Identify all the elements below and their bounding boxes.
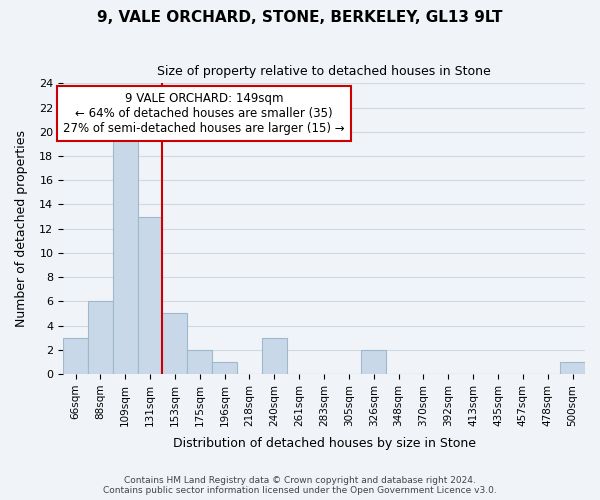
Y-axis label: Number of detached properties: Number of detached properties xyxy=(15,130,28,327)
Bar xyxy=(560,362,585,374)
Title: Size of property relative to detached houses in Stone: Size of property relative to detached ho… xyxy=(157,65,491,78)
X-axis label: Distribution of detached houses by size in Stone: Distribution of detached houses by size … xyxy=(173,437,476,450)
Bar xyxy=(212,362,237,374)
Bar xyxy=(63,338,88,374)
Text: Contains HM Land Registry data © Crown copyright and database right 2024.
Contai: Contains HM Land Registry data © Crown c… xyxy=(103,476,497,495)
Bar xyxy=(163,314,187,374)
Bar xyxy=(262,338,287,374)
Text: 9 VALE ORCHARD: 149sqm
← 64% of detached houses are smaller (35)
27% of semi-det: 9 VALE ORCHARD: 149sqm ← 64% of detached… xyxy=(63,92,345,135)
Text: 9, VALE ORCHARD, STONE, BERKELEY, GL13 9LT: 9, VALE ORCHARD, STONE, BERKELEY, GL13 9… xyxy=(97,10,503,25)
Bar xyxy=(361,350,386,374)
Bar xyxy=(88,302,113,374)
Bar xyxy=(187,350,212,374)
Bar xyxy=(113,132,137,374)
Bar xyxy=(137,216,163,374)
